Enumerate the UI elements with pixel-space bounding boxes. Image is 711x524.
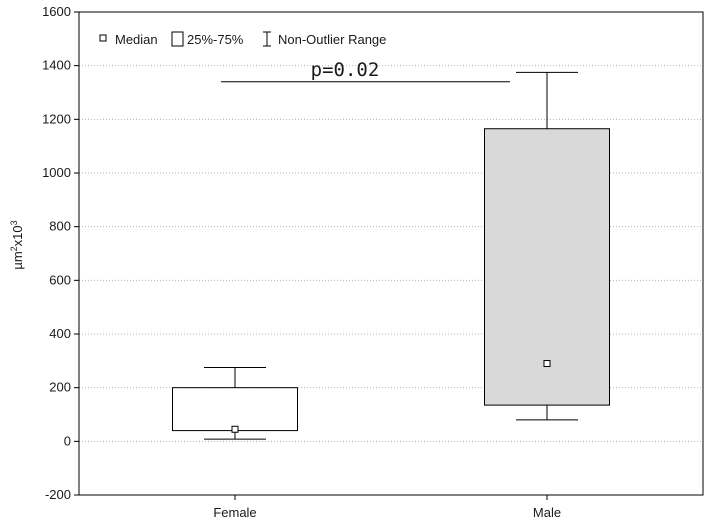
legend-range-label: Non-Outlier Range bbox=[278, 32, 386, 47]
y-tick-label: 0 bbox=[64, 433, 71, 448]
y-tick-label: 1400 bbox=[42, 58, 71, 73]
plot-frame bbox=[78, 11, 704, 496]
y-tick-label: 1600 bbox=[42, 4, 71, 19]
x-tick-label: Female bbox=[213, 505, 256, 520]
y-tick-label: 600 bbox=[49, 272, 71, 287]
legend-median-label: Median bbox=[115, 32, 158, 47]
box-female bbox=[172, 367, 298, 440]
legend-median-marker bbox=[99, 34, 107, 42]
median-marker bbox=[543, 360, 551, 368]
iqr-box bbox=[484, 128, 610, 406]
x-tick-label: Male bbox=[533, 505, 561, 520]
y-tick-label: -200 bbox=[45, 487, 71, 502]
iqr-box bbox=[172, 387, 298, 432]
y-tick-label: 1000 bbox=[42, 165, 71, 180]
legend-iqr-marker bbox=[171, 31, 184, 47]
y-axis-label: µm2x103 bbox=[9, 220, 25, 269]
legend: Median 25%-75% Non-Outlier Range bbox=[99, 31, 386, 47]
y-tick-label: 800 bbox=[49, 219, 71, 234]
x-axis-ticks: Female Male bbox=[213, 495, 561, 520]
y-tick-label: 1200 bbox=[42, 111, 71, 126]
boxes bbox=[172, 71, 610, 440]
box-male bbox=[484, 71, 610, 421]
y-tick-label: 200 bbox=[49, 380, 71, 395]
median-marker bbox=[231, 425, 239, 433]
legend-range-marker bbox=[263, 31, 271, 47]
p-value-annotation: p=0.02 bbox=[311, 59, 380, 81]
y-tick-label: 400 bbox=[49, 326, 71, 341]
y-axis-ticks: -200 0 200 400 600 800 1000 1200 1400 1600 bbox=[42, 4, 79, 502]
legend-iqr-label: 25%-75% bbox=[187, 32, 244, 47]
